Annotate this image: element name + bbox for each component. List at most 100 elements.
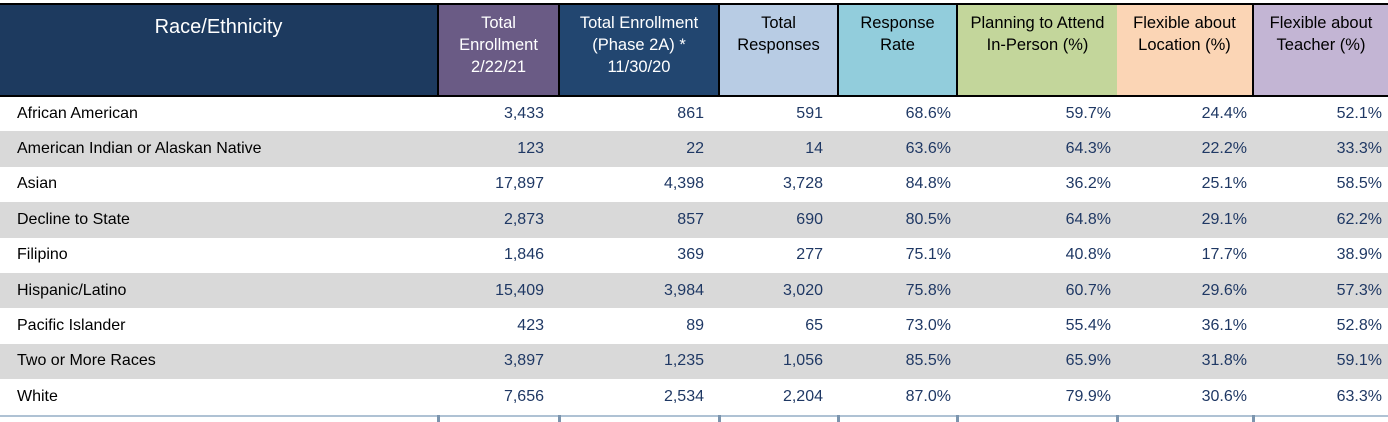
enrollment-table: Race/Ethnicity Total Enrollment 2/22/21 … <box>0 3 1388 415</box>
column-boundary-tick <box>718 414 721 422</box>
data-cell: 591 <box>719 96 838 132</box>
data-cell: 62.2% <box>1253 202 1388 238</box>
bottom-edge-ruler <box>0 414 1388 422</box>
data-cell: 2,873 <box>438 202 559 238</box>
column-header-flexible-location: Flexible about Location (%) <box>1117 3 1253 97</box>
column-header-total-enrollment-phase2a: Total Enrollment (Phase 2A) * 11/30/20 <box>558 3 719 97</box>
header-row: Race/Ethnicity Total Enrollment 2/22/21 … <box>0 3 1388 97</box>
column-header-planning-in-person: Planning to Attend In-Person (%) <box>956 3 1117 97</box>
data-cell: 65 <box>719 308 838 344</box>
data-cell: 1,846 <box>438 237 559 273</box>
row-label: Pacific Islander <box>0 308 438 344</box>
column-boundary-tick <box>1116 414 1119 422</box>
data-cell: 4,398 <box>559 166 719 203</box>
data-cell: 369 <box>559 237 719 273</box>
data-cell: 38.9% <box>1253 237 1388 273</box>
table-row: Pacific Islander 423 89 65 73.0% 55.4% 36.1% 52… <box>0 308 1388 344</box>
row-label: Two or More Races <box>0 343 438 380</box>
data-cell: 15,409 <box>438 272 559 309</box>
data-cell: 64.8% <box>957 202 1117 238</box>
data-cell: 63.3% <box>1253 379 1388 415</box>
data-cell: 2,204 <box>719 379 838 415</box>
data-cell: 57.3% <box>1253 272 1388 309</box>
table-row: African American 3,433 861 591 68.6% 59.7% 24.… <box>0 96 1388 132</box>
data-cell: 22 <box>559 131 719 167</box>
column-boundary-tick <box>437 414 440 422</box>
data-cell: 60.7% <box>957 272 1117 309</box>
data-cell: 3,020 <box>719 272 838 309</box>
data-cell: 59.7% <box>957 96 1117 132</box>
data-cell: 2,534 <box>559 379 719 415</box>
data-cell: 3,433 <box>438 96 559 132</box>
table-row: Decline to State 2,873 857 690 80.5% 64.8% 29.… <box>0 202 1388 238</box>
data-cell: 22.2% <box>1117 131 1253 167</box>
data-cell: 85.5% <box>838 343 957 380</box>
data-cell: 80.5% <box>838 202 957 238</box>
data-cell: 857 <box>559 202 719 238</box>
data-cell: 64.3% <box>957 131 1117 167</box>
table-row: White 7,656 2,534 2,204 87.0% 79.9% 30.6% 63.3% <box>0 379 1388 415</box>
row-label: American Indian or Alaskan Native <box>0 131 438 167</box>
data-cell: 423 <box>438 308 559 344</box>
column-header-flexible-teacher: Flexible about Teacher (%) <box>1252 3 1388 97</box>
data-cell: 58.5% <box>1253 166 1388 203</box>
column-boundary-tick <box>956 414 959 422</box>
data-cell: 123 <box>438 131 559 167</box>
data-cell: 17.7% <box>1117 237 1253 273</box>
data-cell: 861 <box>559 96 719 132</box>
data-cell: 1,056 <box>719 343 838 380</box>
data-cell: 63.6% <box>838 131 957 167</box>
data-cell: 3,984 <box>559 272 719 309</box>
data-cell: 7,656 <box>438 379 559 415</box>
table-row: Filipino 1,846 369 277 75.1% 40.8% 17.7% 38.9% <box>0 237 1388 273</box>
row-label: Asian <box>0 166 438 203</box>
row-label: Hispanic/Latino <box>0 272 438 309</box>
data-cell: 3,897 <box>438 343 559 380</box>
data-cell: 68.6% <box>838 96 957 132</box>
data-cell: 25.1% <box>1117 166 1253 203</box>
table-row: Asian 17,897 4,398 3,728 84.8% 36.2% 25.1% 58.5… <box>0 166 1388 203</box>
data-cell: 17,897 <box>438 166 559 203</box>
row-label: Decline to State <box>0 202 438 238</box>
data-cell: 84.8% <box>838 166 957 203</box>
data-cell: 40.8% <box>957 237 1117 273</box>
data-cell: 690 <box>719 202 838 238</box>
data-cell: 36.1% <box>1117 308 1253 344</box>
data-cell: 36.2% <box>957 166 1117 203</box>
data-cell: 55.4% <box>957 308 1117 344</box>
column-boundary-tick <box>1252 414 1255 422</box>
data-cell: 24.4% <box>1117 96 1253 132</box>
data-cell: 33.3% <box>1253 131 1388 167</box>
data-cell: 75.8% <box>838 272 957 309</box>
column-header-race-ethnicity: Race/Ethnicity <box>0 3 438 97</box>
data-cell: 73.0% <box>838 308 957 344</box>
data-cell: 65.9% <box>957 343 1117 380</box>
row-label: Filipino <box>0 237 438 273</box>
data-cell: 52.1% <box>1253 96 1388 132</box>
row-label: White <box>0 379 438 415</box>
column-header-response-rate: Response Rate <box>837 3 957 97</box>
data-cell: 277 <box>719 237 838 273</box>
data-cell: 89 <box>559 308 719 344</box>
table-header: Race/Ethnicity Total Enrollment 2/22/21 … <box>0 3 1388 97</box>
data-cell: 3,728 <box>719 166 838 203</box>
data-cell: 75.1% <box>838 237 957 273</box>
data-cell: 1,235 <box>559 343 719 380</box>
data-cell: 87.0% <box>838 379 957 415</box>
column-boundary-tick <box>558 414 561 422</box>
table-row: Two or More Races 3,897 1,235 1,056 85.5% 65.… <box>0 343 1388 380</box>
data-cell: 31.8% <box>1117 343 1253 380</box>
data-cell: 52.8% <box>1253 308 1388 344</box>
data-cell: 29.6% <box>1117 272 1253 309</box>
data-cell: 30.6% <box>1117 379 1253 415</box>
data-cell: 14 <box>719 131 838 167</box>
data-cell: 79.9% <box>957 379 1117 415</box>
data-cell: 59.1% <box>1253 343 1388 380</box>
column-boundary-tick <box>837 414 840 422</box>
row-label: African American <box>0 96 438 132</box>
column-header-total-enrollment: Total Enrollment 2/22/21 <box>437 3 559 97</box>
table-body: African American 3,433 861 591 68.6% 59.7% 24.… <box>0 96 1388 415</box>
column-header-total-responses: Total Responses <box>718 3 838 97</box>
table-row: Hispanic/Latino 15,409 3,984 3,020 75.8% 60.7… <box>0 272 1388 309</box>
